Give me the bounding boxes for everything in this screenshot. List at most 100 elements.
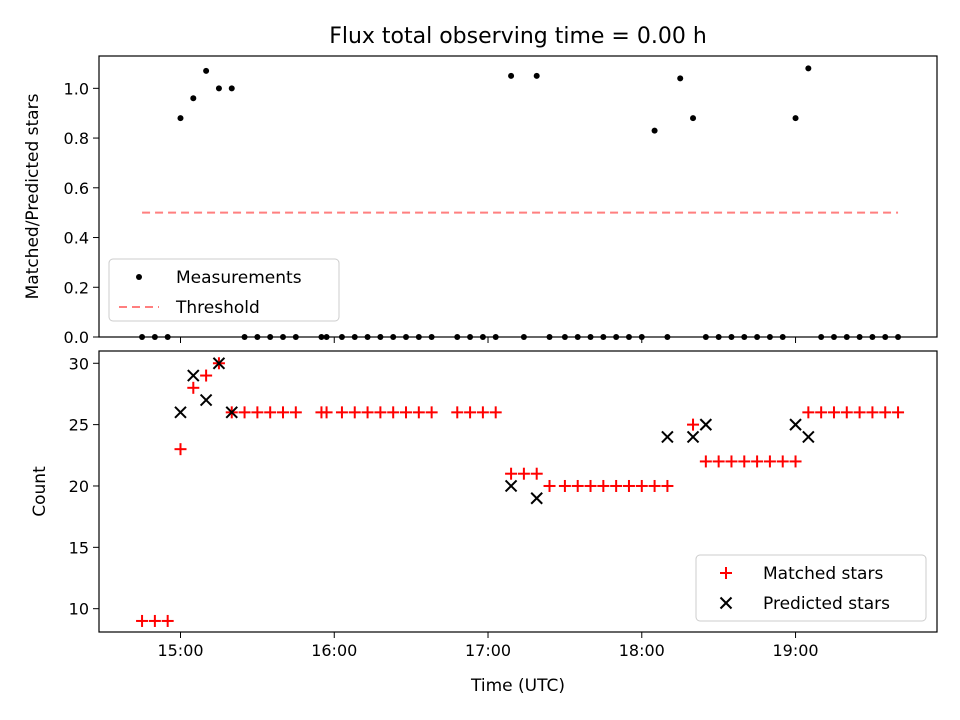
predicted-star-marker [686, 430, 700, 444]
matched-star-marker [374, 406, 387, 419]
x-tick-label: 18:00 [619, 641, 665, 660]
chart-title: Flux total observing time = 0.00 h [329, 24, 707, 49]
measurement-point [651, 127, 658, 134]
matched-star-marker [335, 406, 348, 419]
matched-star-marker [802, 406, 815, 419]
matched-star-marker [517, 467, 530, 480]
matched-star-marker [348, 406, 361, 419]
y-tick-label: 1.0 [64, 79, 89, 98]
x-tick-label: 16:00 [311, 641, 357, 660]
legend-measurement-swatch [136, 274, 142, 280]
x-stroke [174, 406, 187, 419]
matched-star-marker [622, 479, 635, 492]
matched-star-marker [251, 406, 264, 419]
matched-star-marker [866, 406, 879, 419]
matched-star-marker [584, 479, 597, 492]
matched-star-marker [879, 406, 892, 419]
legend-label: Threshold [175, 298, 260, 318]
matched-star-marker [892, 406, 905, 419]
x-stroke [661, 430, 674, 444]
matched-star-marker [277, 406, 290, 419]
x-stroke [187, 369, 200, 382]
y-tick-label: 20 [69, 477, 89, 496]
matched-star-marker [289, 406, 302, 419]
legend-box [695, 554, 927, 622]
predicted-star-marker [199, 393, 213, 407]
y-tick-label: 30 [69, 354, 89, 373]
legend-label: Measurements [176, 268, 302, 288]
predicted-star-marker [699, 418, 713, 431]
matched-star-marker [161, 614, 174, 627]
matched-star-marker [136, 614, 149, 627]
matched-star-marker [687, 418, 700, 431]
y-tick-label: 0.0 [64, 328, 89, 347]
matched-star-marker [505, 467, 518, 480]
matched-star-marker [827, 406, 840, 419]
matched-star-marker [476, 406, 489, 419]
matched-star-marker [174, 443, 187, 456]
matched-star-marker [661, 479, 674, 492]
matched-star-marker [187, 381, 200, 394]
matched-star-marker [763, 455, 776, 468]
axes-frame [98, 350, 938, 633]
matched-star-marker [387, 406, 400, 419]
x-stroke [199, 393, 213, 407]
matched-star-marker [699, 455, 712, 468]
y-tick-label: 0.6 [64, 179, 89, 198]
y-tick-label: 10 [69, 600, 89, 619]
x-tick-label: 19:00 [772, 641, 818, 660]
matched-star-marker [543, 479, 556, 492]
predicted-star-marker [174, 406, 187, 419]
matched-star-marker [400, 406, 413, 419]
matched-star-marker [738, 455, 751, 468]
x-axis-label: Time (UTC) [470, 676, 565, 696]
y-tick-label: 25 [69, 416, 89, 435]
predicted-star-marker [530, 492, 543, 505]
y-tick-label: 0.2 [64, 278, 89, 297]
y-tick-label: 0.8 [64, 129, 89, 148]
matched-star-marker [597, 479, 610, 492]
predicted-star-marker [802, 430, 815, 444]
measurement-point [190, 95, 197, 102]
y-axis-label: Matched/Predicted stars [23, 93, 43, 299]
matched-star-marker [148, 614, 161, 627]
predicted-star-marker [661, 430, 674, 444]
matched-star-marker [712, 455, 725, 468]
measurement-point [228, 85, 235, 92]
x-stroke [802, 430, 815, 444]
legend-predicted-swatch [719, 596, 733, 610]
x-stroke [699, 418, 713, 431]
matched-star-marker [815, 406, 828, 419]
matched-star-marker [264, 406, 277, 419]
x-stroke [530, 492, 543, 505]
matched-star-marker [412, 406, 425, 419]
measurement-point [203, 67, 210, 74]
measurement-point [177, 115, 184, 122]
x-tick-label: 17:00 [465, 641, 511, 660]
matched-star-marker [635, 479, 648, 492]
matched-star-marker [725, 455, 738, 468]
x-stroke [225, 406, 238, 419]
y-tick-label: 15 [69, 538, 89, 557]
x-tick-label: 15:00 [157, 641, 203, 660]
matched-star-marker [571, 479, 584, 492]
predicted-star-marker [789, 418, 802, 431]
matched-star-marker [451, 406, 464, 419]
predicted-star-marker [187, 369, 200, 382]
legend: Measurements Threshold [108, 258, 340, 322]
x-stroke [789, 418, 802, 431]
matched-star-marker [489, 406, 502, 419]
measurement-point [792, 115, 799, 122]
x-stroke [212, 357, 226, 370]
predicted-star-marker [225, 406, 238, 419]
matched-star-marker [751, 455, 764, 468]
measurement-point [533, 72, 540, 79]
x-stroke [686, 430, 700, 444]
bottom-panel: 15:00 16:00 17:00 18:00 19:00 10 15 20 25 30 Count… [30, 350, 938, 660]
matched-star-marker [840, 406, 853, 419]
matched-star-marker [558, 479, 571, 492]
y-axis-label: Count [30, 466, 50, 517]
measurement-point [690, 115, 697, 122]
matched-star-marker [238, 406, 251, 419]
